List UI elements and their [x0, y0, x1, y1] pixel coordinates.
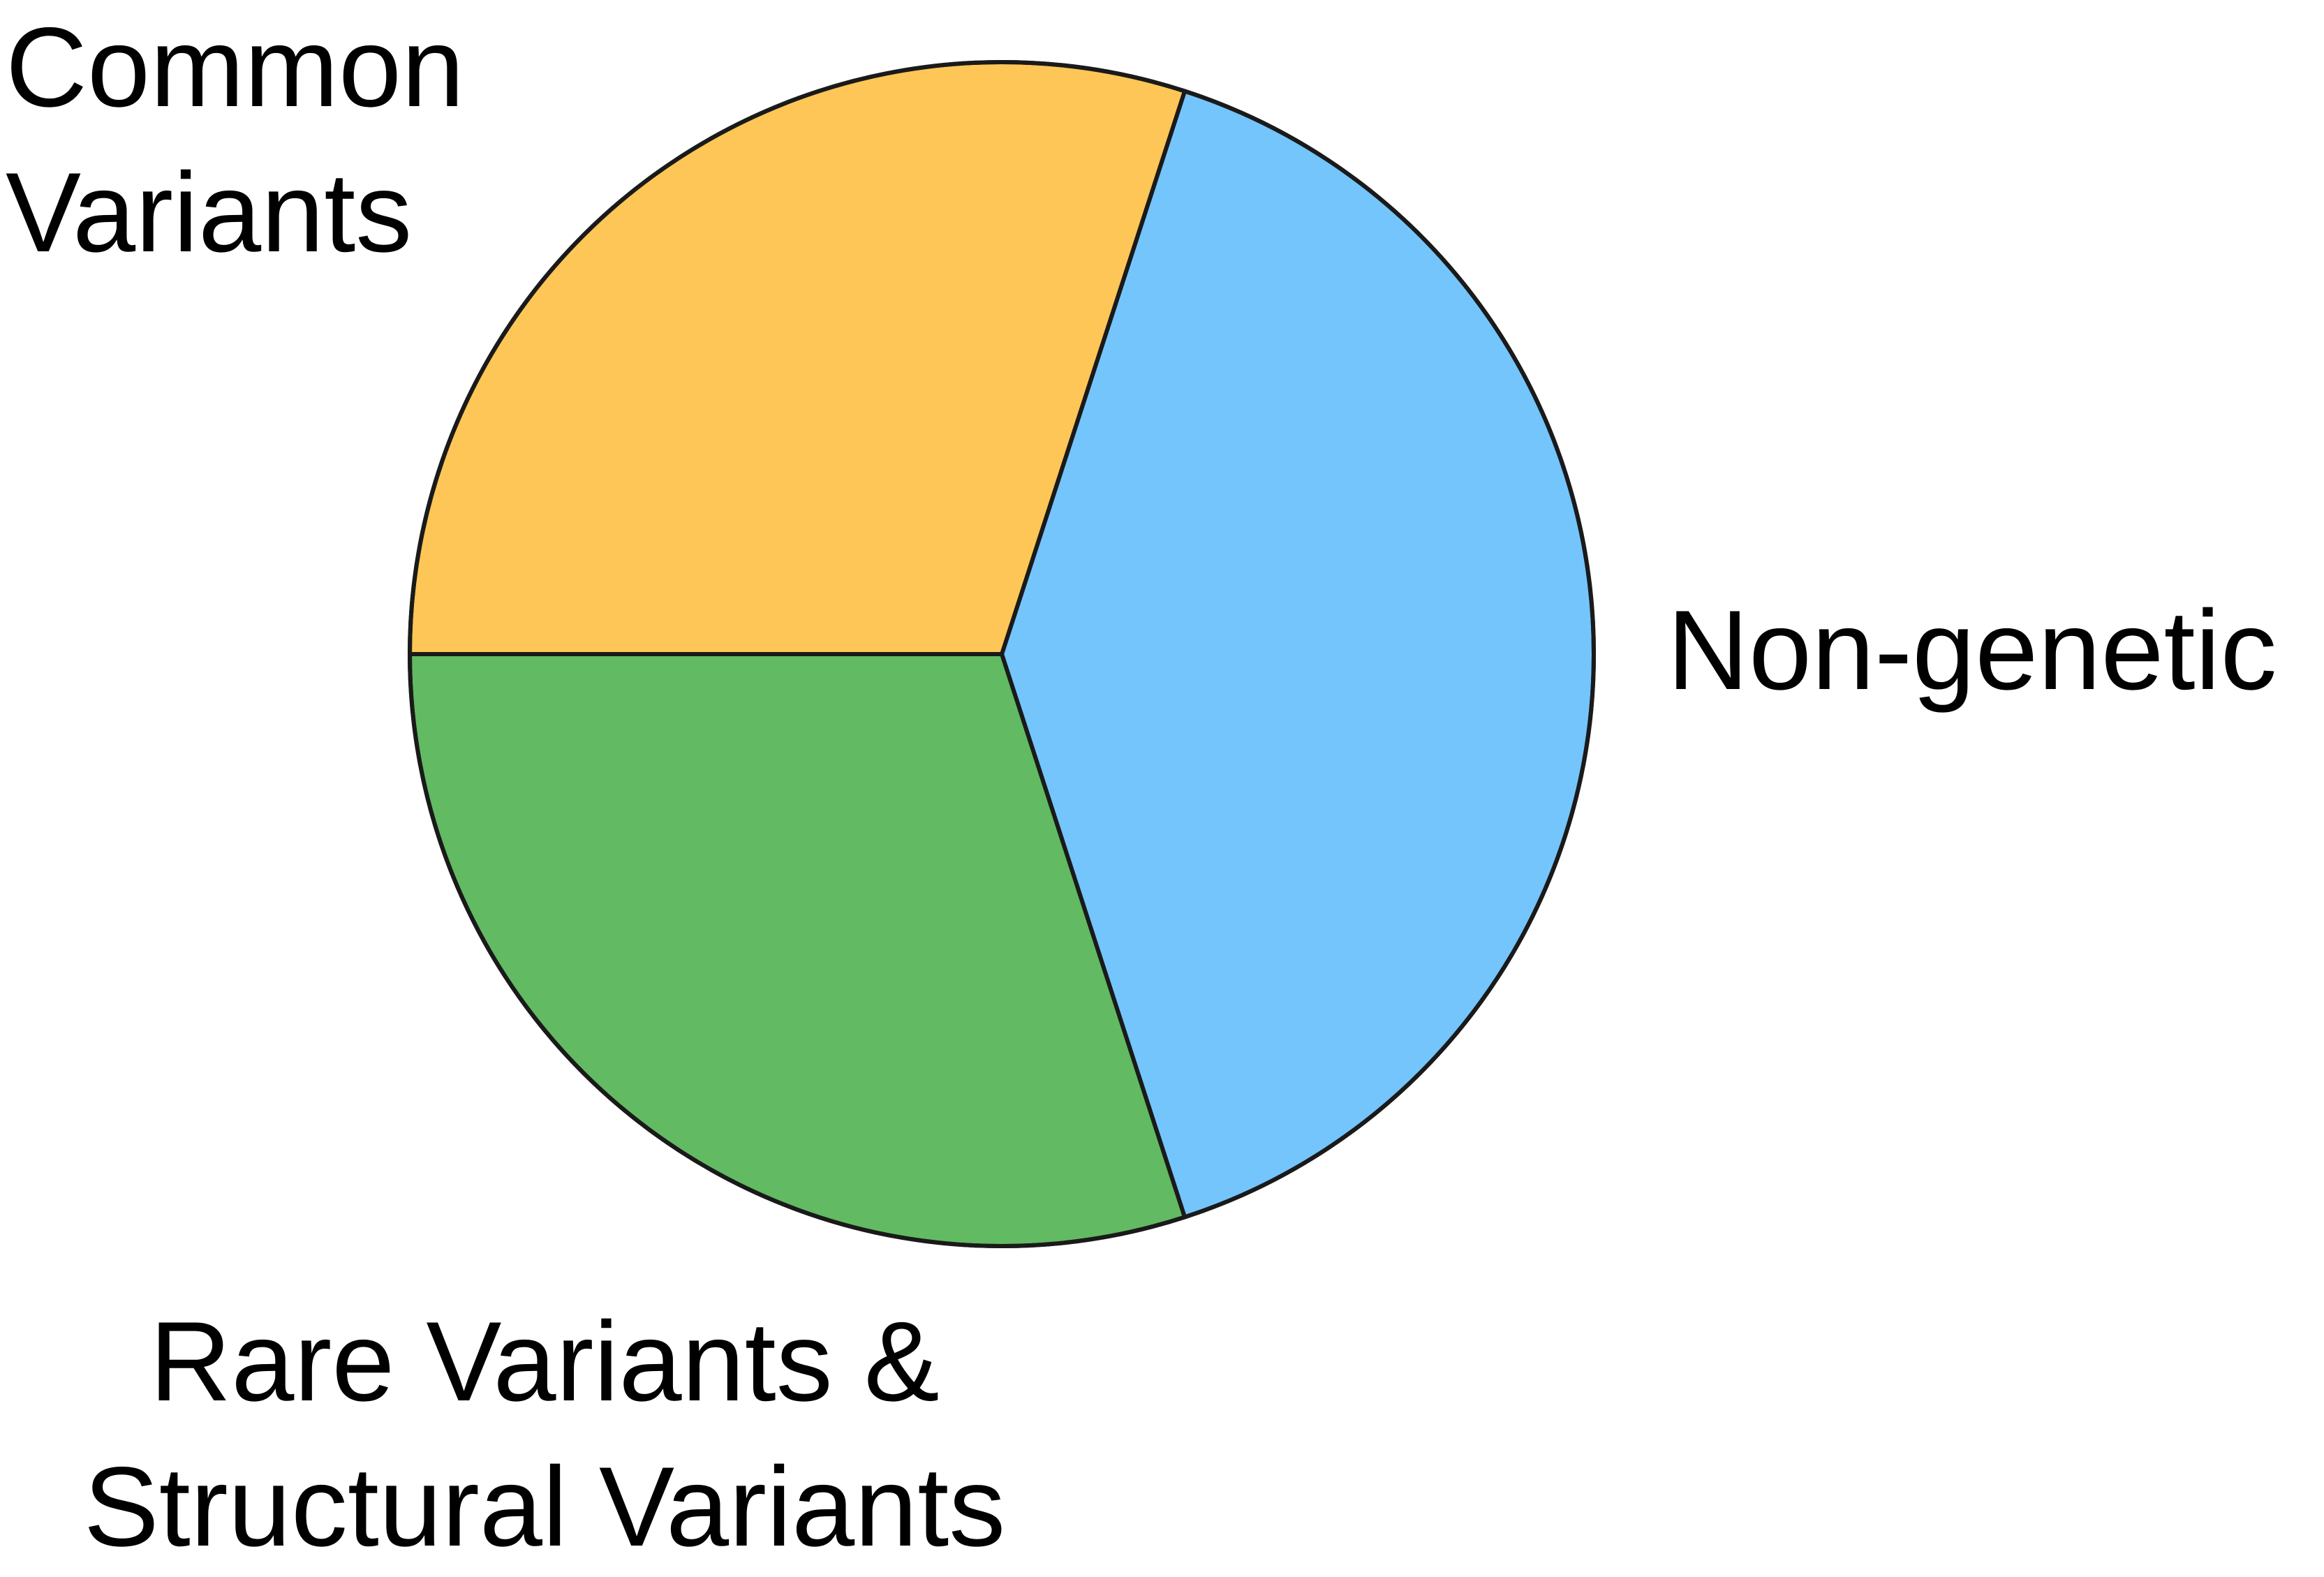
slice-label-1: Rare Variants & Structural Variants	[84, 1298, 1006, 1570]
slices-layer	[408, 59, 1597, 1249]
slice-label-line: Non-genetic	[1667, 587, 2277, 713]
slice-label-line: Rare Variants &	[149, 1298, 939, 1425]
slice-label-line: Common	[6, 4, 464, 131]
slice-label-0: Non-genetic	[1667, 587, 2277, 713]
pie-outline	[408, 60, 1596, 1248]
slice-label-line: Structural Variants	[84, 1444, 1006, 1570]
slice-label-line: Variants	[6, 149, 412, 276]
slice-label-2: Common Variants	[6, 4, 464, 276]
labels-layer: Non-genetic Rare Variants & Structural Var…	[6, 4, 2277, 1570]
